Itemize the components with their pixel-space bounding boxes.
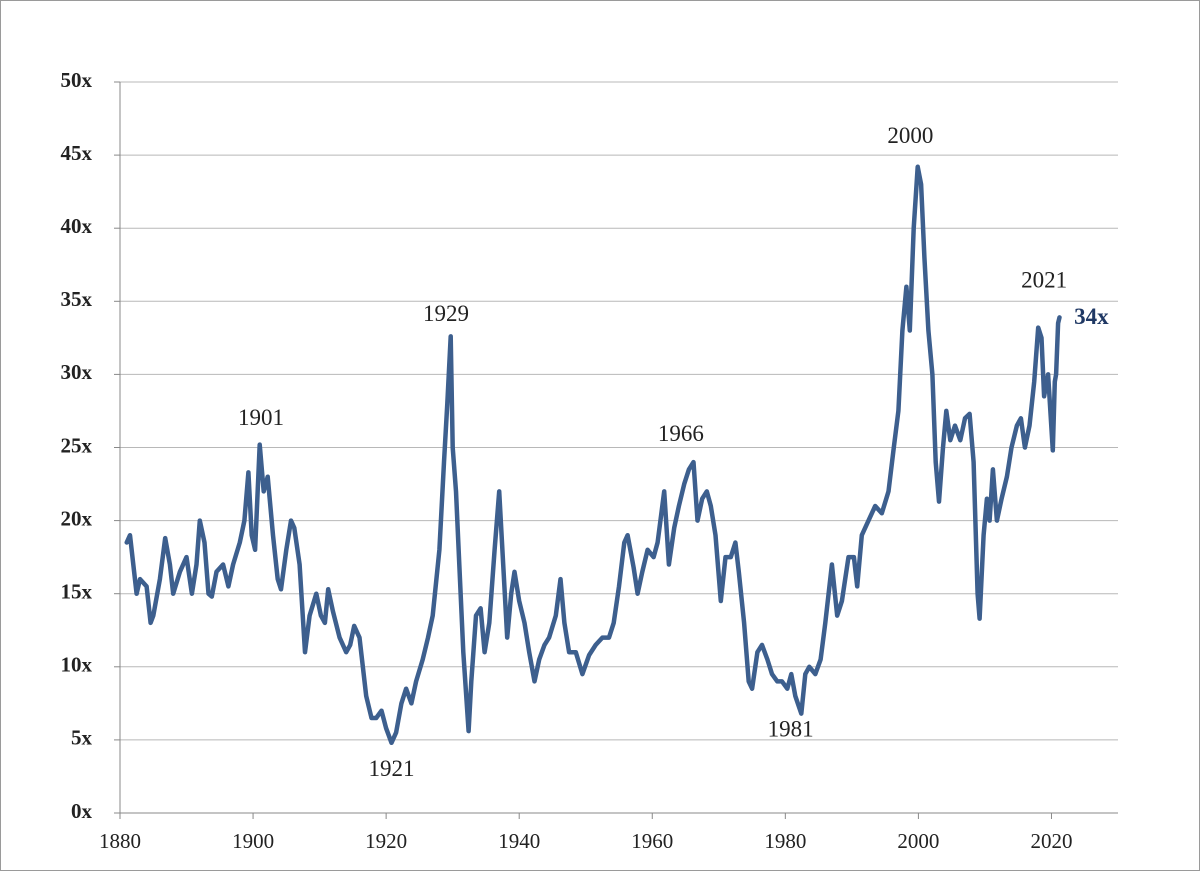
x-tick-label: 1980 bbox=[764, 829, 806, 853]
y-tick-label: 35x bbox=[61, 287, 93, 311]
annotation: 1981 bbox=[768, 716, 814, 741]
x-tick-label: 1880 bbox=[99, 829, 141, 853]
y-tick-label: 20x bbox=[61, 506, 93, 530]
y-tick-label: 15x bbox=[61, 580, 93, 604]
x-tick-label: 1920 bbox=[365, 829, 407, 853]
y-tick-label: 45x bbox=[61, 141, 93, 165]
y-tick-label: 0x bbox=[71, 799, 93, 823]
x-tick-label: 2000 bbox=[897, 829, 939, 853]
annotation: 34x bbox=[1074, 304, 1109, 329]
annotation: 1966 bbox=[658, 421, 704, 446]
annotation: 1929 bbox=[423, 301, 469, 326]
x-tick-label: 1960 bbox=[631, 829, 673, 853]
line bbox=[124, 164, 1062, 746]
y-tick-label: 40x bbox=[61, 214, 93, 238]
annotation: 2021 bbox=[1021, 268, 1067, 293]
y-tick-label: 5x bbox=[71, 726, 93, 750]
x-tick-label: 2020 bbox=[1030, 829, 1072, 853]
annotation: 1901 bbox=[238, 405, 284, 430]
y-tick-label: 25x bbox=[61, 433, 93, 457]
y-tick-label: 10x bbox=[61, 653, 93, 677]
x-tick-label: 1900 bbox=[232, 829, 274, 853]
annotation: 1921 bbox=[368, 756, 414, 781]
y-tick-label: 50x bbox=[61, 68, 93, 92]
y-tick-label: 30x bbox=[61, 360, 93, 384]
annotation: 2000 bbox=[887, 123, 933, 148]
x-tick-label: 1940 bbox=[498, 829, 540, 853]
